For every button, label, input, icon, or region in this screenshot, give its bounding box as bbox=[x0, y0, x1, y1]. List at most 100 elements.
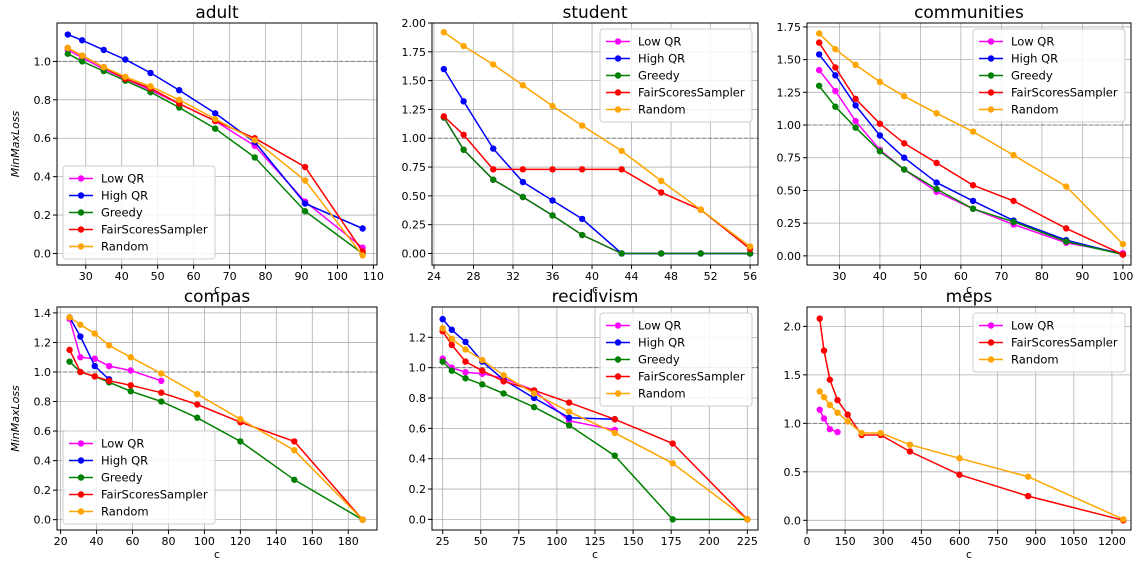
data-point bbox=[834, 428, 841, 436]
data-point bbox=[212, 125, 219, 132]
x-tick-label: 25 bbox=[436, 535, 450, 548]
legend-entry: Greedy bbox=[101, 471, 143, 485]
x-tick-label: 40 bbox=[585, 270, 599, 283]
y-axis-label: MinMaxLoss bbox=[9, 385, 22, 452]
data-point bbox=[301, 200, 309, 207]
data-point bbox=[876, 132, 884, 139]
x-tick-label: 125 bbox=[585, 535, 606, 548]
data-point bbox=[147, 83, 154, 90]
y-tick-label: 0.8 bbox=[409, 392, 427, 405]
x-tick-label: 120 bbox=[230, 535, 251, 548]
x-tick-label: 52 bbox=[704, 270, 718, 283]
legend-swatch-marker bbox=[614, 390, 622, 397]
x-tick-label: 150 bbox=[835, 535, 856, 548]
data-point bbox=[611, 416, 619, 423]
data-point bbox=[530, 394, 538, 402]
x-tick-label: 180 bbox=[338, 535, 359, 548]
series-line bbox=[68, 349, 364, 521]
legend-entry: Low QR bbox=[638, 319, 681, 333]
x-tick-label: 100 bbox=[1112, 270, 1133, 283]
data-point bbox=[77, 321, 84, 328]
data-point bbox=[490, 145, 497, 152]
data-point bbox=[359, 252, 366, 259]
data-point bbox=[832, 72, 839, 79]
data-point bbox=[291, 438, 298, 445]
data-point bbox=[479, 356, 486, 364]
data-point bbox=[852, 102, 859, 109]
legend-box bbox=[62, 430, 216, 525]
x-tick-label: 70 bbox=[223, 270, 237, 283]
legend-swatch-marker bbox=[77, 440, 85, 447]
data-point bbox=[176, 96, 183, 104]
data-point bbox=[462, 375, 469, 382]
y-axis-label: MinMaxLoss bbox=[9, 110, 22, 177]
y-tick-label: 0.75 bbox=[777, 152, 802, 165]
chart-meps: 0 150 300 450 600 750 900 1050 1200 0.0 0.5 1.0 1.5 2… bbox=[784, 287, 1132, 561]
data-point bbox=[301, 163, 309, 171]
y-tick-label: 0.75 bbox=[402, 161, 427, 174]
data-point bbox=[611, 429, 619, 437]
series-line bbox=[818, 53, 1124, 256]
y-tick-label: 0.6 bbox=[34, 425, 52, 438]
legend-entry: FairScoresSampler bbox=[638, 86, 745, 100]
chart-recidivism: 25 50 75 100 125 150 175 200 225 0.0 0.2 0.4 0.6 0.8 1… bbox=[409, 287, 759, 561]
y-tick-label: 0.0 bbox=[34, 514, 52, 527]
data-point bbox=[832, 87, 839, 95]
data-point bbox=[815, 30, 823, 37]
data-point bbox=[500, 390, 507, 397]
legend-entry: Random bbox=[101, 240, 149, 254]
x-tick-label: 40 bbox=[90, 535, 104, 548]
data-point bbox=[669, 460, 676, 467]
legend-entry: Greedy bbox=[1011, 69, 1053, 83]
legend-entry: FairScoresSampler bbox=[1011, 336, 1118, 350]
y-tick-label: 1.4 bbox=[34, 307, 52, 320]
data-point bbox=[439, 358, 446, 365]
data-point bbox=[91, 355, 98, 362]
y-tick-label: 1.00 bbox=[777, 119, 802, 132]
data-point bbox=[64, 31, 71, 38]
data-point bbox=[933, 179, 940, 186]
x-tick-label: 60 bbox=[954, 270, 968, 283]
y-tick-label: 2.00 bbox=[402, 17, 427, 30]
legend-swatch-marker bbox=[77, 175, 85, 182]
legend-entry: Low QR bbox=[101, 437, 144, 451]
data-point bbox=[519, 178, 527, 186]
data-point bbox=[820, 415, 828, 422]
data-point bbox=[578, 215, 586, 223]
series-line bbox=[442, 330, 748, 520]
legend-entry: High QR bbox=[1011, 52, 1058, 66]
series-line bbox=[442, 361, 748, 521]
series-line bbox=[819, 409, 838, 433]
data-point bbox=[212, 110, 219, 117]
legend-box bbox=[62, 165, 216, 260]
y-tick-label: 0.2 bbox=[409, 483, 427, 496]
data-point bbox=[490, 176, 497, 183]
x-tick-label: 70 bbox=[994, 270, 1008, 283]
data-point bbox=[127, 354, 134, 361]
data-point bbox=[301, 177, 309, 184]
data-point bbox=[158, 377, 165, 385]
data-point bbox=[901, 93, 908, 100]
legend: Low QR FairScoresSampler Random bbox=[972, 312, 1126, 373]
x-tick-label: 175 bbox=[661, 535, 682, 548]
legend-entry: FairScoresSampler bbox=[101, 223, 208, 237]
y-tick-label: 0.8 bbox=[34, 94, 52, 107]
data-point bbox=[359, 225, 366, 232]
x-axis-label: c bbox=[214, 283, 220, 296]
data-point bbox=[826, 425, 834, 433]
legend-entry: Low QR bbox=[1011, 35, 1054, 49]
y-tick-label: 1.75 bbox=[777, 21, 802, 34]
y-tick-label: 0.0 bbox=[34, 247, 52, 260]
y-tick-label: 1.75 bbox=[402, 46, 427, 59]
x-tick-label: 600 bbox=[949, 535, 970, 548]
y-tick-label: 0.00 bbox=[402, 247, 427, 260]
data-point bbox=[611, 452, 619, 459]
y-tick-label: 0.8 bbox=[34, 396, 52, 409]
legend-swatch-marker bbox=[987, 339, 995, 346]
legend-swatch-marker bbox=[987, 322, 995, 329]
data-point bbox=[669, 516, 676, 523]
data-point bbox=[669, 440, 676, 447]
data-point bbox=[815, 51, 823, 58]
y-tick-label: 0.4 bbox=[34, 455, 52, 468]
data-point bbox=[852, 95, 859, 103]
